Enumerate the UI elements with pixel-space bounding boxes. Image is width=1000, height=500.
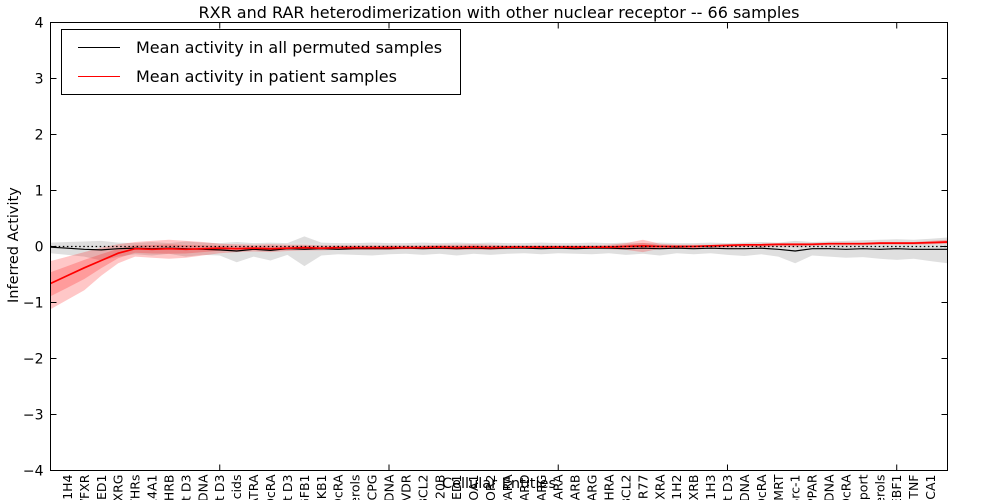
y-tick-label: 1 (35, 184, 44, 200)
x-tick-label: RXRG (111, 475, 126, 500)
x-tick-label: THRB (161, 475, 176, 500)
x-tick-label: FAM120B (432, 475, 447, 500)
legend-label-patient: Mean activity in patient samples (136, 66, 397, 86)
x-tick-label: RXRs/LXRs/DNA (822, 474, 837, 500)
y-tick-label: −4 (23, 464, 44, 480)
x-tick-label: RXRs/NUR77/BCL2 (618, 475, 633, 500)
x-tick-label: RARs/THRs/DNA/Src-1 (788, 475, 803, 500)
x-tick-label: NCOR2 (483, 475, 498, 500)
x-axis-ticks (219, 22, 898, 471)
x-tick-label: RARB (568, 475, 583, 500)
patient-band (50, 239, 948, 310)
y-tick-label: 2 (35, 128, 44, 144)
x-tick-label: NR1H2 (669, 475, 684, 500)
x-tick-label: RXRs/FXR (77, 474, 92, 500)
x-tick-label: NR4A1 (145, 475, 160, 500)
y-tick-label: 3 (35, 72, 44, 88)
x-tick-label: BCL2 (415, 475, 430, 500)
x-tick-label: RARs/VDR/DNA/Vit D3 (212, 475, 227, 500)
x-tick-label: RXRs/VDR/DNA/Vit D3 (720, 475, 735, 500)
x-tick-label: VDR/VDR/Vit D3 (178, 475, 193, 500)
x-tick-label: RARG (585, 475, 600, 500)
x-tick-label: RARs/THRs (128, 475, 143, 500)
y-tick-label: −1 (23, 296, 44, 312)
x-tick-label: RXRs/PPAR/9cRA/PGJ2/DNA (737, 474, 752, 500)
x-tick-label: RARs/RARs/DNA/9cRA (263, 474, 278, 500)
x-tick-label: RARA (551, 474, 566, 500)
chart-title: RXR and RAR heterodimerization with othe… (198, 3, 800, 22)
y-tick-label: −3 (23, 408, 44, 424)
x-tick-label: cholesterol transport (855, 474, 870, 500)
legend-box: Mean activity in all permuted samples Me… (61, 29, 462, 96)
y-tick-label: −2 (23, 352, 44, 368)
x-tick-label: RXR alpha/CCPG (365, 475, 380, 500)
legend-entry-patient: Mean activity in patient samples (74, 66, 442, 88)
x-tick-label: VDR/Vit D3/DNA (195, 474, 210, 500)
x-tick-label: mol:Vit D3 (280, 475, 295, 500)
y-axis-label: Inferred Activity (6, 187, 22, 303)
x-tick-label: mol:9cRA (331, 474, 346, 500)
x-tick-label: THRA (602, 474, 617, 500)
x-tick-label: mol:ATRA (246, 474, 261, 500)
x-tick-label: TGFB1 (297, 475, 312, 500)
x-tick-label: PPARA (500, 474, 515, 500)
x-tick-label: RXRs/NUR77 (635, 475, 650, 500)
x-tick-label: RXRs/LXRs/DNA/9cRA (838, 474, 853, 500)
patient-line-swatch (78, 75, 120, 77)
x-tick-label: VDR/VDR/DNA (381, 474, 396, 500)
x-tick-labels: NR1H4RXRs/FXRRXRs/FXR/9cRA/MED1RXRGRARs/… (60, 474, 938, 500)
permuted-line-swatch (78, 47, 120, 49)
x-tick-label: RXRB (686, 475, 701, 500)
y-axis-ticks: −4 −3 −2 −1 0 1 2 3 4 (23, 16, 948, 480)
y-tick-label: 4 (35, 16, 44, 32)
x-tick-label: RPS6KB1 (314, 475, 329, 500)
x-tick-label: RXRs/PPAR (805, 474, 820, 500)
x-tick-label: mol:Bile acids (229, 475, 244, 500)
x-tick-label: VDR (398, 474, 413, 500)
patient-mean-line (50, 241, 948, 285)
x-tick-label: ABCA1 (923, 475, 938, 500)
x-tick-label: RXRA (652, 474, 667, 500)
x-tick-label: MED1 (449, 475, 464, 500)
x-tick-label: SREBF1 (889, 475, 904, 500)
x-tick-label: TNF (906, 475, 921, 500)
y-tick-label: 0 (35, 240, 44, 256)
legend-label-permuted: Mean activity in all permuted samples (136, 38, 443, 57)
x-tick-label: NCOA1 (466, 475, 481, 500)
x-tick-label: NR1H3 (703, 475, 718, 500)
x-tick-label: mol:Oxysterols (348, 475, 363, 500)
x-tick-label: RARs/THRs/DNA/SMRT (771, 474, 786, 500)
x-axis-label: Cellular Entities (441, 476, 557, 492)
x-tick-label: PPARD (517, 475, 532, 500)
x-tick-label: RXRs/LXRs/DNA/Oxysterols (872, 475, 887, 500)
x-tick-label: NR1H4 (60, 474, 75, 500)
permuted-band (50, 236, 948, 267)
legend-entry-permuted: Mean activity in all permuted samples (74, 37, 442, 59)
x-tick-label: PPARG (534, 475, 549, 500)
x-tick-label: RXRs/RXRs/DNA/9cRA (754, 474, 769, 500)
x-tick-label: RXRs/FXR/9cRA/MED1 (94, 475, 109, 500)
